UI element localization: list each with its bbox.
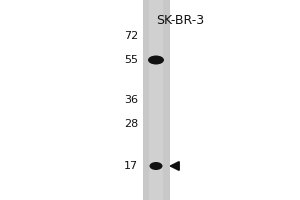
Text: SK-BR-3: SK-BR-3 xyxy=(156,14,204,27)
Ellipse shape xyxy=(148,55,164,64)
Text: 72: 72 xyxy=(124,31,138,41)
Text: 36: 36 xyxy=(124,95,138,105)
Ellipse shape xyxy=(149,162,163,170)
Bar xyxy=(149,0,163,200)
Bar xyxy=(142,0,170,200)
Text: 17: 17 xyxy=(124,161,138,171)
Text: 55: 55 xyxy=(124,55,138,65)
Text: 28: 28 xyxy=(124,119,138,129)
